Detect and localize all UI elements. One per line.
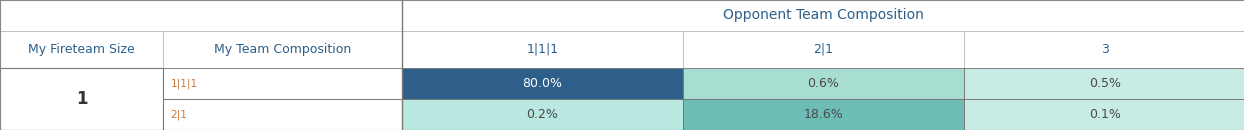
Bar [0,31,163,68]
Text: 2|1: 2|1 [814,43,833,56]
Bar [683,31,964,68]
Bar [163,99,402,130]
Bar [683,99,964,130]
Text: 2|1: 2|1 [170,109,188,120]
Text: 18.6%: 18.6% [804,108,843,121]
Text: Opponent Team Composition: Opponent Team Composition [723,8,924,22]
Bar [402,31,683,68]
Text: 0.6%: 0.6% [807,77,840,90]
Bar [0,68,163,130]
Text: 3: 3 [1101,43,1108,56]
Bar [0,0,402,31]
Bar [683,68,964,99]
Text: My Team Composition: My Team Composition [214,43,351,56]
Text: 0.5%: 0.5% [1088,77,1121,90]
Text: 0.1%: 0.1% [1088,108,1121,121]
Bar [402,0,1244,31]
Bar [964,99,1244,130]
Bar [964,31,1244,68]
Text: 1|1|1: 1|1|1 [526,43,559,56]
Text: 1: 1 [76,90,87,108]
Bar [402,68,683,99]
Bar [163,68,402,99]
Text: 80.0%: 80.0% [522,77,562,90]
Bar [163,31,402,68]
Bar [964,68,1244,99]
Text: 1|1|1: 1|1|1 [170,78,198,89]
Bar [402,99,683,130]
Text: 0.2%: 0.2% [526,108,559,121]
Text: My Fireteam Size: My Fireteam Size [29,43,134,56]
